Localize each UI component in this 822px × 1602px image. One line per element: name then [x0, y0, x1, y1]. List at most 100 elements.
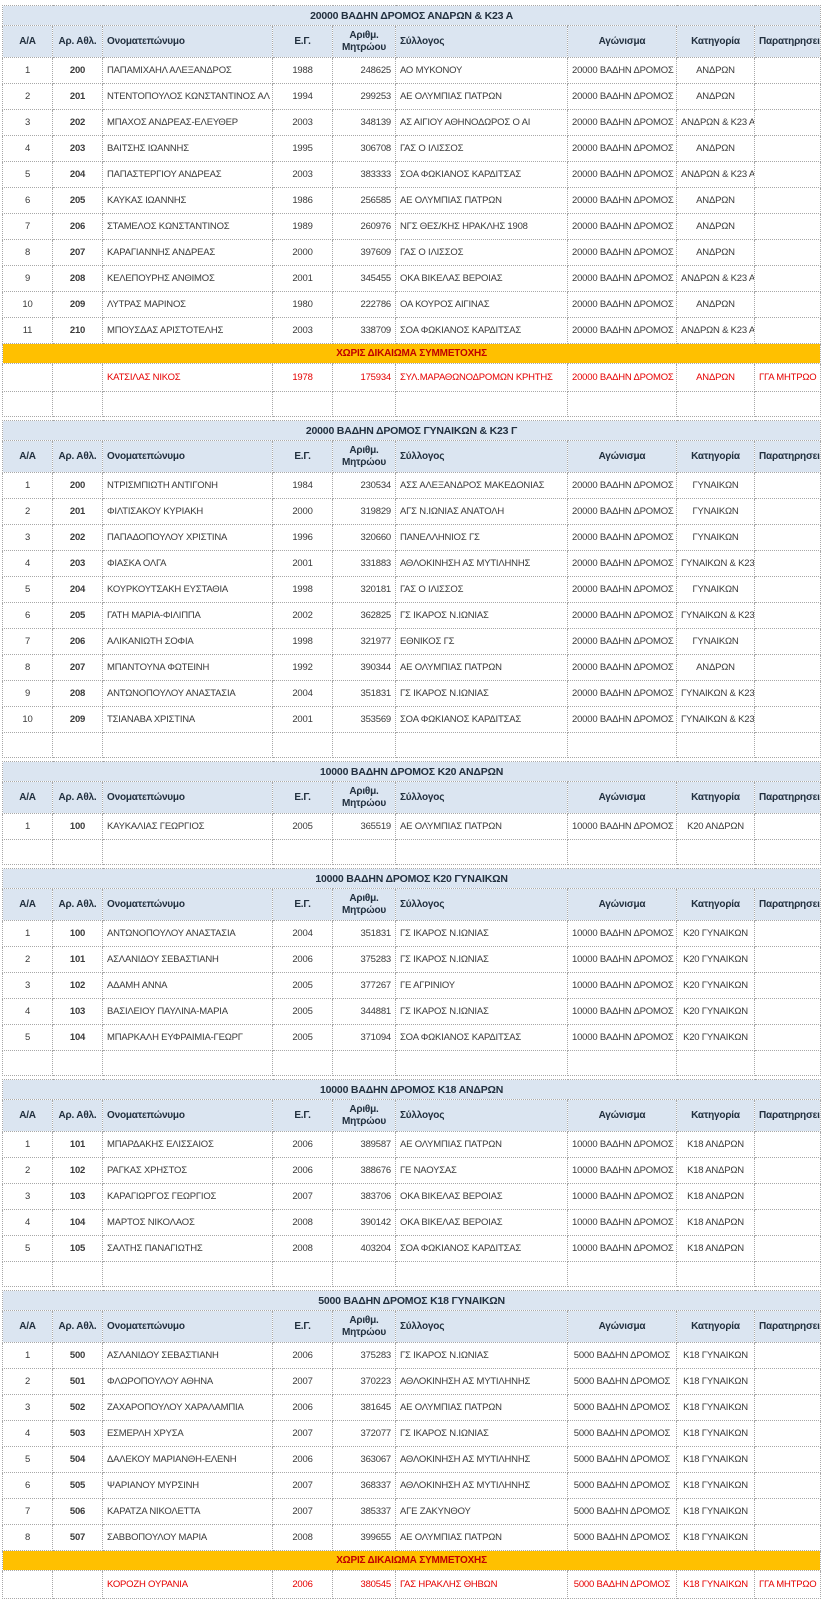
cell-aa: 3 — [2, 972, 53, 999]
cell-athlete-number: 205 — [52, 602, 103, 629]
cell-category: Κ20 ΓΥΝΑΙΚΩΝ — [676, 946, 755, 973]
cell-athlete-number: 504 — [52, 1446, 103, 1473]
cell-name: ΦΙΑΣΚΑ ΟΛΓΑ — [102, 550, 273, 577]
empty-cell — [753, 732, 822, 758]
column-header-reg: Αριθμ. Μητρώου — [332, 1099, 396, 1132]
athlete-row: 4 203 ΦΙΑΣΚΑ ΟΛΓΑ 2001 331883 ΑΘΛΟΚΙΝΗΣΗ ΑΣ Μ… — [2, 550, 822, 577]
cell-remarks — [753, 972, 822, 999]
cell-remarks — [753, 187, 822, 214]
cell-birth-year: 2007 — [272, 1368, 333, 1395]
cell-remarks — [753, 135, 822, 162]
cell-registry-number: 372077 — [332, 1420, 396, 1447]
cell-athlete-number: 105 — [52, 1235, 103, 1262]
event-table: 10000 ΒΑΔΗΝ ΔΡΟΜΟΣ Κ20 ΓΥΝΑΙΚΩΝ Α/Α Αρ. Αθ… — [1, 868, 822, 1076]
cell-category: ΓΥΝΑΙΚΩΝ — [676, 628, 755, 655]
empty-cell — [272, 1050, 333, 1076]
empty-cell — [395, 1261, 568, 1287]
cell-category: ΑΝΔΡΩΝ & Κ23 Α — [676, 317, 755, 344]
cell-remarks — [753, 109, 822, 136]
cell-event: 5000 ΒΑΔΗΝ ΔΡΟΜΟΣ — [567, 1498, 677, 1525]
cell-aa: 7 — [2, 1498, 53, 1525]
cell-athlete-number: 208 — [52, 265, 103, 292]
empty-cell — [753, 839, 822, 865]
athlete-row: 7 206 ΑΛΙΚΑΝΙΩΤΗ ΣΟΦΙΑ 1998 321977 ΕΘΝΙΚΟΣ ΓΣ… — [2, 628, 822, 655]
cell-category: Κ18 ΑΝΔΡΩΝ — [676, 1131, 755, 1158]
cell-club: ΑΓΕ ΖΑΚΥΝΘΟΥ — [395, 1498, 568, 1525]
cell-event: 20000 ΒΑΔΗΝ ΔΡΟΜΟΣ — [567, 265, 677, 292]
cell-athlete-number: 206 — [52, 213, 103, 240]
column-header-row: Α/Α Αρ. Αθλ. Ονοματεπώνυμο Ε.Γ. Αριθμ. Μητρώ… — [2, 25, 822, 58]
column-header-reg: Αριθμ. Μητρώου — [332, 781, 396, 814]
cell-registry-number: 399655 — [332, 1524, 396, 1551]
athlete-row: 1 200 ΝΤΡΙΣΜΠΙΩΤΗ ΑΝΤΙΓΟΝΗ 1984 230534 ΑΣΣ ΑΛ… — [2, 472, 822, 499]
column-header-club: Σύλλογος — [395, 781, 568, 814]
cell-name: ΣΑΒΒΟΠΟΥΛΟΥ ΜΑΡΙΑ — [102, 1524, 273, 1551]
empty-cell — [395, 391, 568, 417]
column-header-year: Ε.Γ. — [272, 440, 333, 473]
empty-cell — [52, 1050, 103, 1076]
cell-registry-number: 381645 — [332, 1394, 396, 1421]
no-participation-banner-label: ΧΩΡΙΣ ΔΙΚΑΙΩΜΑ ΣΥΜΜΕΤΟΧΗΣ — [1, 1550, 822, 1571]
cell-birth-year: 2008 — [272, 1235, 333, 1262]
cell-registry-number: 365519 — [332, 813, 396, 840]
column-header-aa: Α/Α — [2, 1099, 53, 1132]
cell-registry-number: 320660 — [332, 524, 396, 551]
cell-event: 10000 ΒΑΔΗΝ ΔΡΟΜΟΣ — [567, 1235, 677, 1262]
cell-name: ΚΑΥΚΑΣ ΙΩΑΝΝΗΣ — [102, 187, 273, 214]
cell-event: 10000 ΒΑΔΗΝ ΔΡΟΜΟΣ — [567, 1131, 677, 1158]
column-header-notes: Παρατηρησεις — [753, 440, 822, 473]
cell-birth-year: 2005 — [272, 998, 333, 1025]
cell-name: ΦΛΩΡΟΠΟΥΛΟΥ ΑΘΗΝΑ — [102, 1368, 273, 1395]
athlete-row: 1 101 ΜΠΑΡΔΑΚΗΣ ΕΛΙΣΣΑΙΟΣ 2006 389587 ΑΕ ΟΛΥΜ… — [2, 1131, 822, 1158]
cell-athlete-number: 103 — [52, 998, 103, 1025]
cell-athlete-number: 203 — [52, 550, 103, 577]
column-header-reg: Αριθμ. Μητρώου — [332, 440, 396, 473]
cell-category: ΓΥΝΑΙΚΩΝ & Κ23 Γ — [676, 680, 755, 707]
cell-category: Κ18 ΓΥΝΑΙΚΩΝ — [676, 1498, 755, 1525]
cell-club: ΣΟΑ ΦΩΚΙΑΝΟΣ ΚΑΡΔΙΤΣΑΣ — [395, 161, 568, 188]
athlete-row: 3 103 ΚΑΡΑΓΙΩΡΓΟΣ ΓΕΩΡΓΙΟΣ 2007 383706 ΟΚΑ ΒΙ… — [2, 1183, 822, 1210]
empty-cell — [2, 732, 53, 758]
cell-birth-year: 1995 — [272, 135, 333, 162]
cell-club: ΓΑΣ Ο ΙΛΙΣΣΟΣ — [395, 135, 568, 162]
cell-category: ΓΥΝΑΙΚΩΝ — [676, 472, 755, 499]
cell-remarks — [753, 1024, 822, 1051]
event-title-row: 5000 ΒΑΔΗΝ ΔΡΟΜΟΣ Κ18 ΓΥΝΑΙΚΩΝ — [1, 1290, 822, 1311]
cell-name: ΜΑΡΤΟΣ ΝΙΚΟΛΑΟΣ — [102, 1209, 273, 1236]
column-header-event: Αγώνισμα — [567, 440, 677, 473]
cell-event: 20000 ΒΑΔΗΝ ΔΡΟΜΟΣ — [567, 57, 677, 84]
cell-club: ΑΕ ΟΛΥΜΠΙΑΣ ΠΑΤΡΩΝ — [395, 813, 568, 840]
cell-remarks — [753, 680, 822, 707]
cell-event: 20000 ΒΑΔΗΝ ΔΡΟΜΟΣ — [567, 576, 677, 603]
column-header-notes: Παρατηρησεις — [753, 1099, 822, 1132]
empty-cell — [567, 391, 677, 417]
cell-name: ΚΑΥΚΑΛΙΑΣ ΓΕΩΡΓΙΟΣ — [102, 813, 273, 840]
cell-club: ΓΣ ΙΚΑΡΟΣ Ν.ΙΩΝΙΑΣ — [395, 946, 568, 973]
no-participation-banner: ΧΩΡΙΣ ΔΙΚΑΙΩΜΑ ΣΥΜΜΕΤΟΧΗΣ — [1, 343, 822, 364]
cell-athlete-number: 208 — [52, 680, 103, 707]
cell-club: ΑΕ ΟΛΥΜΠΙΑΣ ΠΑΤΡΩΝ — [395, 1394, 568, 1421]
cell-athlete-number: 104 — [52, 1209, 103, 1236]
cell-registry-number: 377267 — [332, 972, 396, 999]
cell-name: ΡΑΓΚΑΣ ΧΡΗΣΤΟΣ — [102, 1157, 273, 1184]
cell-category: ΑΝΔΡΩΝ — [676, 213, 755, 240]
cell-registry-number: 389587 — [332, 1131, 396, 1158]
cell-registry-number: 383333 — [332, 161, 396, 188]
cell-aa: 4 — [2, 1209, 53, 1236]
column-header-row: Α/Α Αρ. Αθλ. Ονοματεπώνυμο Ε.Γ. Αριθμ. Μητρώ… — [2, 440, 822, 473]
column-header-name: Ονοματεπώνυμο — [102, 781, 273, 814]
cell-club: ΠΑΝΕΛΛΗΝΙΟΣ ΓΣ — [395, 524, 568, 551]
column-header-bib: Αρ. Αθλ. — [52, 1310, 103, 1343]
cell-category: Κ18 ΑΝΔΡΩΝ — [676, 1157, 755, 1184]
cell-registry-number: 370223 — [332, 1368, 396, 1395]
column-header-year: Ε.Γ. — [272, 25, 333, 58]
cell-aa: 6 — [2, 187, 53, 214]
column-header-name: Ονοματεπώνυμο — [102, 888, 273, 921]
cell-name: ΠΑΠΑΜΙΧΑΗΛ ΑΛΕΞΑΝΔΡΟΣ — [102, 57, 273, 84]
cell-name: ΣΑΛΤΗΣ ΠΑΝΑΓΙΩΤΗΣ — [102, 1235, 273, 1262]
cell-event: 5000 ΒΑΔΗΝ ΔΡΟΜΟΣ — [567, 1570, 677, 1599]
cell-aa: 5 — [2, 576, 53, 603]
athlete-row: 8 207 ΚΑΡΑΓΙΑΝΝΗΣ ΑΝΔΡΕΑΣ 2000 397609 ΓΑΣ Ο Ι… — [2, 239, 822, 266]
column-header-cat: Κατηγορία — [676, 440, 755, 473]
cell-registry-number: 260976 — [332, 213, 396, 240]
